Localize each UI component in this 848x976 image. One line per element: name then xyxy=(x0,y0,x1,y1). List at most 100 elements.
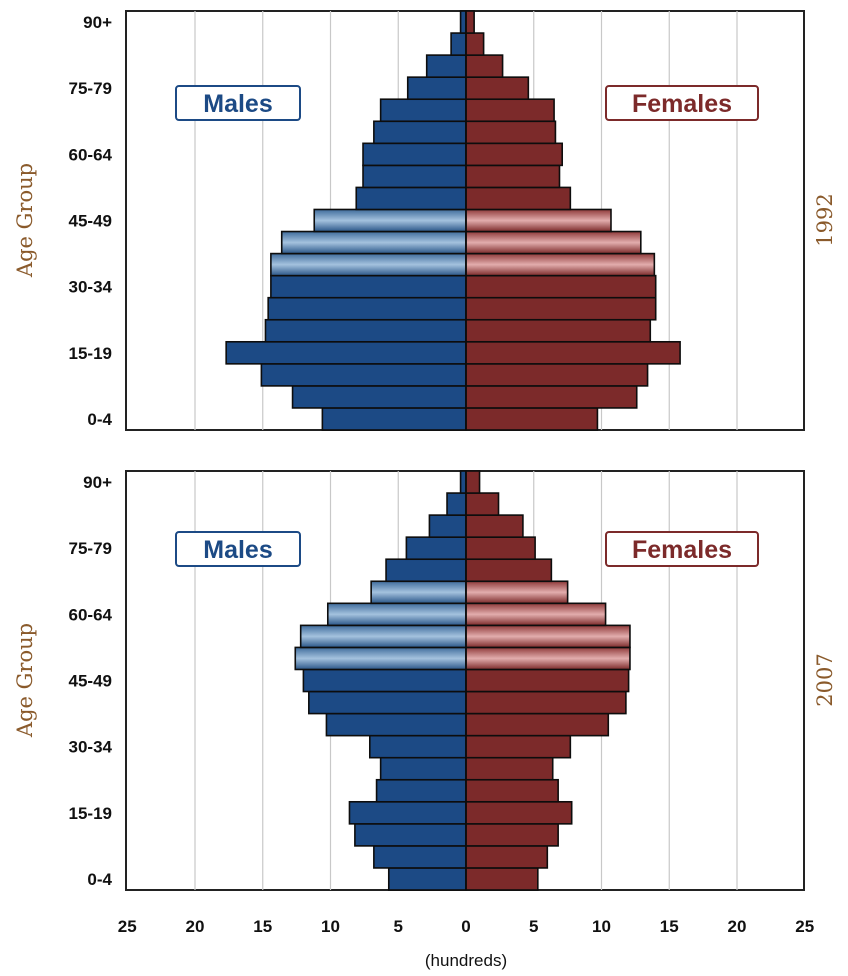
x-tick-label: 25 xyxy=(795,917,814,936)
bar-female-75-79 xyxy=(465,536,536,561)
bar-female-20-24 xyxy=(465,318,652,343)
bar-male-80-84 xyxy=(425,54,467,78)
bar-male-15-19 xyxy=(225,340,467,365)
bar-female-85-89 xyxy=(465,492,500,516)
legend-females-1992: Females xyxy=(605,85,759,121)
x-tick-label: 5 xyxy=(394,917,403,936)
bar-female-75-79 xyxy=(465,76,530,101)
x-tick-label: 20 xyxy=(186,917,205,936)
bar-male-0-4 xyxy=(321,407,467,431)
y-tick-label: 15-19 xyxy=(69,344,112,363)
bar-male-25-29 xyxy=(379,756,467,781)
bar-male-45-49 xyxy=(302,668,467,693)
bar-female-15-19 xyxy=(465,800,573,825)
bar-male-70-74 xyxy=(385,558,467,583)
bar-male-70-74 xyxy=(379,98,467,123)
bar-male-40-44 xyxy=(308,690,467,715)
bar-male-85-89 xyxy=(446,492,467,516)
bar-male-65-69 xyxy=(370,580,467,605)
y-tick-label: 75-79 xyxy=(69,539,112,558)
bar-female-60-64 xyxy=(465,142,564,167)
y-tick-label: 45-49 xyxy=(69,672,112,691)
y-tick-label: 30-34 xyxy=(69,278,113,297)
bar-male-25-29 xyxy=(267,296,467,321)
bar-female-40-44 xyxy=(465,230,642,255)
bar-female-5-9 xyxy=(465,385,638,409)
bar-female-70-74 xyxy=(465,558,553,583)
year-label-1992: 1992 xyxy=(813,193,837,246)
bar-female-60-64 xyxy=(465,602,607,627)
bar-female-85-89 xyxy=(465,32,485,56)
x-tick-label: 0 xyxy=(461,917,470,936)
bar-male-60-64 xyxy=(326,602,467,627)
bar-male-30-34 xyxy=(270,274,467,299)
y-tick-label: 30-34 xyxy=(69,738,113,757)
bars-2007 xyxy=(294,470,631,891)
bar-female-50-54 xyxy=(465,186,572,211)
x-tick-label: 15 xyxy=(660,917,679,936)
bar-male-75-79 xyxy=(406,76,467,101)
x-tick-label: 15 xyxy=(253,917,272,936)
svg-text:Males: Males xyxy=(203,90,272,118)
bar-male-80-84 xyxy=(428,514,467,538)
bar-female-65-69 xyxy=(465,580,569,605)
bar-male-50-54 xyxy=(294,646,467,671)
bar-female-0-4 xyxy=(465,867,539,891)
panel-2007: 0-4 15-19 30-34 45-49 60-64 75-79 90+ Males Fe… xyxy=(13,470,837,891)
bar-male-0-4 xyxy=(387,867,467,891)
year-label-2007: 2007 xyxy=(813,653,837,706)
y-tick-label: 0-4 xyxy=(87,870,112,889)
bar-male-90+ xyxy=(459,470,467,494)
y-axis-title-2007: Age Group xyxy=(13,623,37,738)
bar-female-25-29 xyxy=(465,756,554,781)
bars-1992 xyxy=(225,10,681,431)
bar-female-35-39 xyxy=(465,252,656,277)
bar-male-55-59 xyxy=(299,624,467,649)
bar-female-55-59 xyxy=(465,164,561,189)
y-tick-labels-2007: 0-4 15-19 30-34 45-49 60-64 75-79 90+ xyxy=(69,473,113,889)
bar-female-15-19 xyxy=(465,340,681,365)
bar-female-80-84 xyxy=(465,54,504,78)
svg-text:Females: Females xyxy=(632,536,732,564)
x-tick-label: 20 xyxy=(728,917,747,936)
bar-male-10-14 xyxy=(354,823,467,847)
y-tick-label: 90+ xyxy=(83,13,112,32)
x-tick-labels: 25 20 15 10 5 0 5 10 15 20 25 xyxy=(118,917,814,936)
x-tick-label: 5 xyxy=(529,917,538,936)
bar-female-80-84 xyxy=(465,514,524,538)
bar-female-45-49 xyxy=(465,208,612,233)
y-tick-label: 0-4 xyxy=(87,410,112,429)
bar-male-85-89 xyxy=(450,32,467,56)
bar-male-65-69 xyxy=(373,120,467,145)
bar-male-5-9 xyxy=(373,845,467,869)
bar-female-10-14 xyxy=(465,363,649,387)
y-tick-label: 15-19 xyxy=(69,804,112,823)
bar-female-90+ xyxy=(465,10,475,34)
svg-text:Males: Males xyxy=(203,536,272,564)
bar-female-0-4 xyxy=(465,407,599,431)
bar-female-45-49 xyxy=(465,668,630,693)
bar-female-5-9 xyxy=(465,845,549,869)
x-tick-label: 10 xyxy=(321,917,340,936)
svg-text:Females: Females xyxy=(632,90,732,118)
bar-female-55-59 xyxy=(465,624,631,649)
bar-male-10-14 xyxy=(260,363,467,387)
bar-female-10-14 xyxy=(465,823,559,847)
bar-male-75-79 xyxy=(405,536,467,561)
bar-female-35-39 xyxy=(465,712,610,737)
bar-male-20-24 xyxy=(264,318,467,343)
bar-male-35-39 xyxy=(270,252,467,277)
y-tick-label: 60-64 xyxy=(69,605,113,624)
bar-male-20-24 xyxy=(375,778,467,803)
bar-male-30-34 xyxy=(368,734,467,759)
x-axis-unit-label: (hundreds) xyxy=(425,951,507,970)
bar-female-40-44 xyxy=(465,690,627,715)
bar-female-90+ xyxy=(465,470,481,494)
y-tick-labels-1992: 0-4 15-19 30-34 45-49 60-64 75-79 90+ xyxy=(69,13,113,429)
bar-male-40-44 xyxy=(280,230,467,255)
legend-females-2007: Females xyxy=(605,531,759,567)
bar-female-30-34 xyxy=(465,734,572,759)
legend-males-2007: Males xyxy=(175,531,301,567)
y-tick-label: 90+ xyxy=(83,473,112,492)
bar-male-50-54 xyxy=(355,186,467,211)
